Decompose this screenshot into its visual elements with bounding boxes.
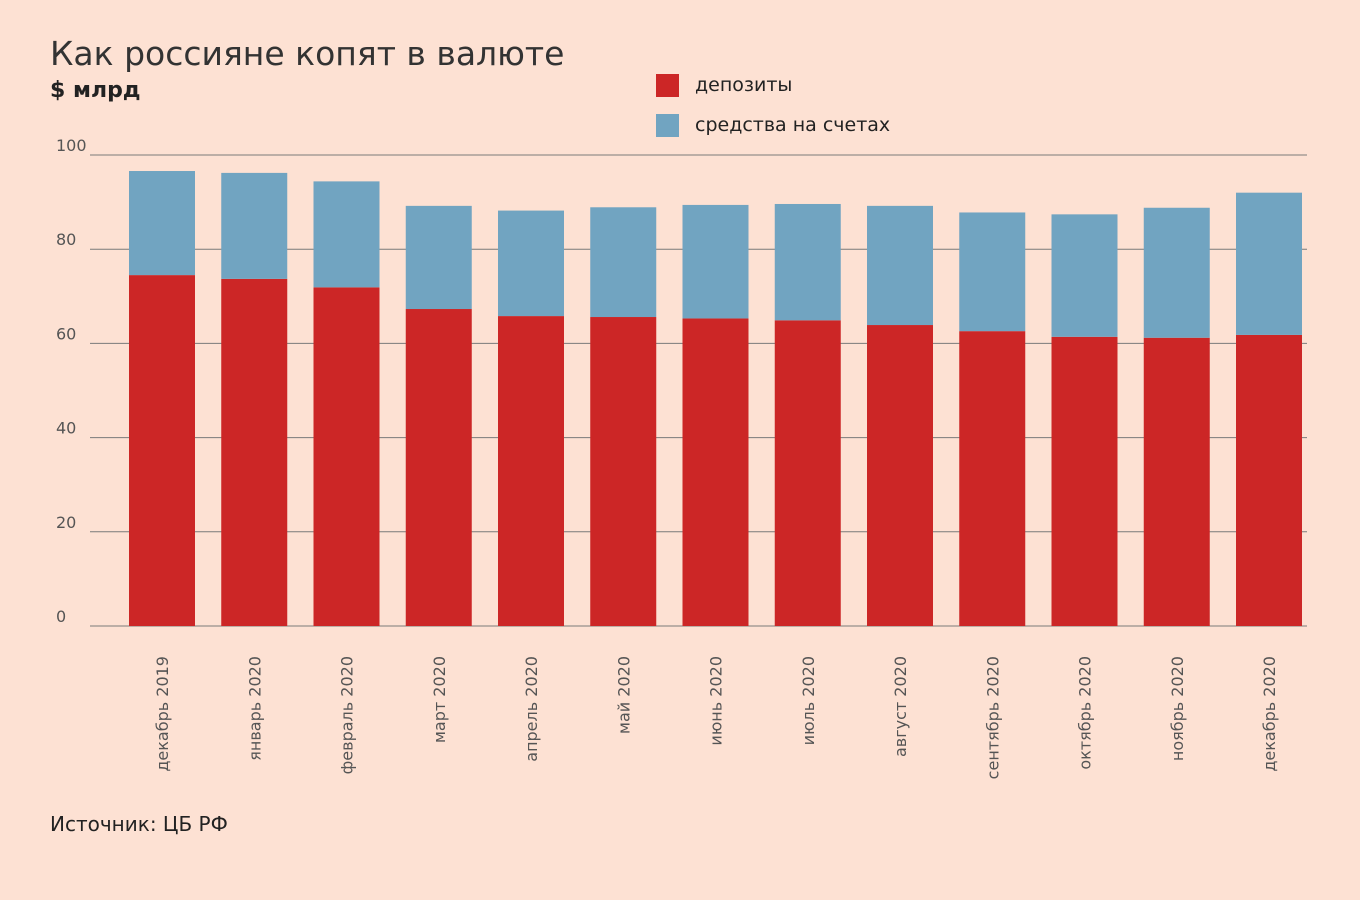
chart-legend: депозиты средства на счетах <box>656 72 890 152</box>
x-tick-label: август 2020 <box>891 656 910 757</box>
bar-deposits <box>313 287 380 626</box>
bar-deposits <box>405 309 472 626</box>
bar-accounts <box>1236 192 1302 335</box>
source-note: Источник: ЦБ РФ <box>50 812 228 836</box>
legend-item-deposits: депозиты <box>656 72 890 98</box>
legend-label-deposits: депозиты <box>695 74 793 96</box>
y-tick-label: 100 <box>56 136 87 155</box>
bar-accounts <box>498 210 564 317</box>
bar-deposits <box>129 275 195 626</box>
x-tick-label: июль 2020 <box>799 656 818 745</box>
y-tick-label: 0 <box>56 607 66 626</box>
bar-accounts <box>221 172 288 279</box>
x-tick-label: май 2020 <box>614 656 633 734</box>
bar-deposits <box>1051 336 1118 626</box>
x-tick-label: сентябрь 2020 <box>983 656 1002 779</box>
legend-swatch-accounts <box>656 113 679 137</box>
x-tick-label: январь 2020 <box>245 656 264 761</box>
bar-deposits <box>590 317 657 626</box>
bar-deposits <box>1236 334 1302 626</box>
bar-deposits <box>498 316 564 626</box>
x-tick-label: октябрь 2020 <box>1076 656 1095 770</box>
x-tick-label: апрель 2020 <box>522 656 541 762</box>
x-tick-label: февраль 2020 <box>338 656 357 774</box>
bar-deposits <box>774 320 841 626</box>
bar-accounts <box>313 181 380 288</box>
x-tick-label: июнь 2020 <box>707 656 726 746</box>
bar-accounts <box>867 205 933 326</box>
bar-deposits <box>959 331 1026 626</box>
bar-deposits <box>867 325 933 626</box>
x-tick-label: декабрь 2020 <box>1260 656 1279 772</box>
legend-swatch-deposits <box>656 73 679 97</box>
bar-deposits <box>1143 337 1210 626</box>
y-tick-label: 20 <box>56 513 76 532</box>
bar-accounts <box>129 171 195 276</box>
bar-accounts <box>1143 207 1210 338</box>
chart-unit: $ млрд <box>50 78 141 103</box>
bar-deposits <box>682 318 749 626</box>
bar-deposits <box>221 278 288 626</box>
y-tick-label: 80 <box>56 230 76 249</box>
x-tick-label: декабрь 2019 <box>153 656 172 772</box>
y-tick-label: 60 <box>56 324 76 343</box>
chart-title: Как россияне копят в валюте <box>50 34 565 73</box>
y-tick-label: 40 <box>56 419 76 438</box>
bar-accounts <box>774 203 841 321</box>
x-tick-label: ноябрь 2020 <box>1168 656 1187 761</box>
x-tick-label: март 2020 <box>430 656 449 743</box>
bar-accounts <box>959 212 1026 332</box>
bar-accounts <box>1051 214 1118 337</box>
bar-accounts <box>590 207 657 318</box>
bar-accounts <box>682 204 749 319</box>
legend-label-accounts: средства на счетах <box>695 114 891 136</box>
legend-item-accounts: средства на счетах <box>656 112 890 138</box>
bar-accounts <box>405 205 472 310</box>
